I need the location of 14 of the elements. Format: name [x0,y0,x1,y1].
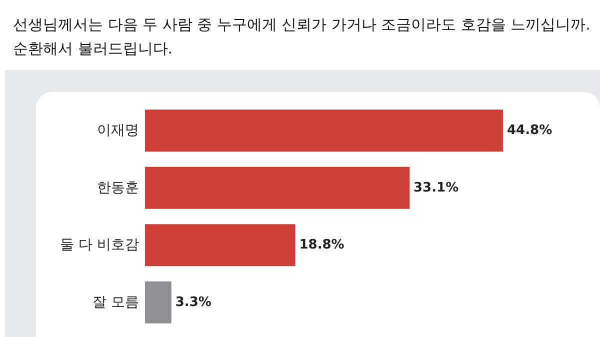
data-label: 3.3% [175,294,212,310]
y-tick-label: 이재명 [97,122,139,139]
bar [145,281,172,324]
data-label: 18.8% [299,238,344,253]
chart-subtitle: 순환해서 불러드립니다. [13,40,173,58]
chart-title: 선생님께서는 다음 두 사람 중 누구에게 신뢰가 가거나 조금이라도 호감을 느끼십니까. [13,16,590,34]
bar [145,224,296,266]
data-label: 33.1% [414,180,459,196]
bar [145,166,410,209]
bar [145,110,503,152]
y-tick-label: 둘 다 비호감 [60,237,139,254]
y-tick-label: 잘 모름 [92,294,139,310]
data-label: 44.8% [507,123,552,138]
y-tick-label: 한동훈 [97,180,139,196]
